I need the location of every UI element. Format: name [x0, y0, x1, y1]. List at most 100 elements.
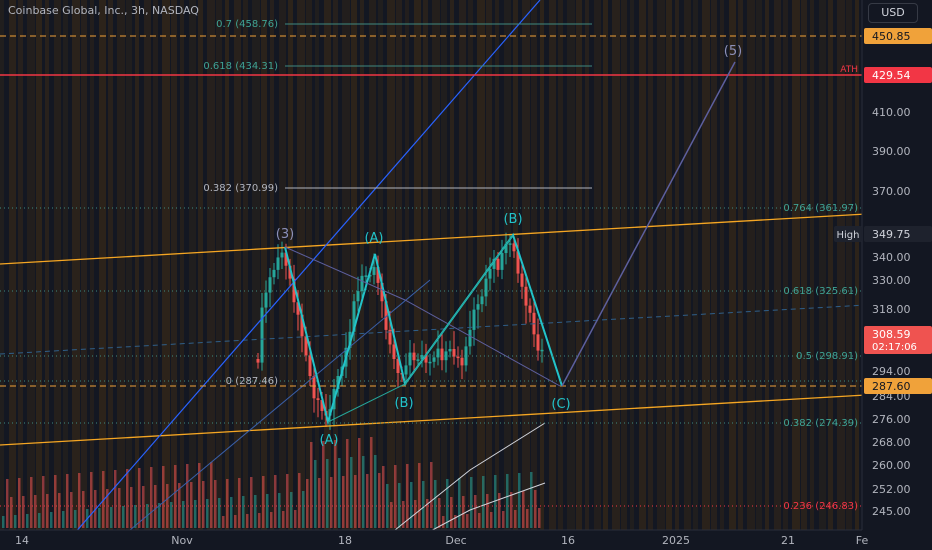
candle-body [300, 314, 304, 337]
candle-body [312, 376, 316, 399]
volume-bar [46, 494, 49, 528]
time-tick-label: 21 [781, 534, 795, 547]
time-band [171, 0, 177, 530]
candle-body [372, 267, 376, 275]
wave-label: (C) [551, 397, 570, 412]
time-band [441, 0, 447, 530]
candle-body [320, 400, 324, 411]
time-band [819, 0, 826, 530]
candle-body [420, 355, 424, 360]
price-tick-label: 370.00 [872, 185, 911, 198]
symbol-title[interactable]: Coinbase Global, Inc., 3h, NASDAQ [8, 4, 199, 17]
time-band [90, 0, 94, 530]
volume-bar [302, 491, 305, 528]
candle-body [272, 269, 276, 278]
candle-body [264, 292, 268, 308]
candle-body [444, 351, 448, 361]
abc-wave-path [284, 232, 563, 426]
volume-bar [398, 483, 401, 528]
time-band [162, 0, 170, 530]
volume-bar [478, 513, 481, 528]
candle-body [496, 258, 500, 270]
volume-bar [306, 479, 309, 528]
volume-bar [214, 480, 217, 528]
price-tick-label: 294.00 [872, 365, 911, 378]
candle-body [316, 398, 320, 401]
volume-bar [494, 475, 497, 528]
time-band [522, 0, 530, 530]
candle-body [476, 304, 480, 310]
candle-body [428, 361, 432, 364]
currency-button[interactable]: USD [868, 3, 918, 23]
volume-bar [38, 513, 41, 528]
price-badge [864, 67, 932, 83]
time-band [585, 0, 589, 530]
volume-bar [218, 498, 221, 528]
volume-bar [110, 507, 113, 528]
volume-bar [338, 458, 341, 528]
volume-bar [538, 508, 541, 528]
volume-bar [150, 467, 153, 528]
volume-bar [234, 515, 237, 528]
price-tick-label: 245.00 [872, 505, 911, 518]
volume-bar [178, 483, 181, 528]
candle-body [448, 349, 452, 352]
volume-bar [138, 468, 141, 528]
time-band [9, 0, 16, 530]
time-band [756, 0, 762, 530]
candle-body [508, 243, 512, 245]
time-band [414, 0, 421, 530]
volume-bar [182, 501, 185, 528]
time-band [198, 0, 203, 530]
price-badge [864, 28, 932, 44]
volume-bar [322, 441, 325, 528]
time-tick-label: Dec [445, 534, 466, 547]
time-band [387, 0, 395, 530]
time-band [126, 0, 132, 530]
time-band [612, 0, 620, 530]
volume-bar [298, 473, 301, 528]
volume-bar [390, 502, 393, 528]
volume-bar [262, 476, 265, 528]
candle-body [408, 352, 412, 366]
volume-bar [258, 513, 261, 528]
time-axis[interactable]: 14 Nov 18 Dec 16 2025 21 Fe [0, 529, 932, 550]
volume-bar [62, 511, 65, 528]
time-band [792, 0, 800, 530]
candle-body [404, 365, 408, 375]
candle-body [388, 329, 392, 345]
time-band [405, 0, 409, 530]
volume-bar [466, 514, 469, 528]
volume-bar [18, 478, 21, 528]
trend-line-low [129, 279, 431, 531]
time-band [855, 0, 859, 530]
fib-label: 0.5 (298.91) [796, 351, 858, 362]
ma-line-upper [394, 422, 546, 531]
wave-label: (5) [724, 44, 742, 59]
time-band [99, 0, 106, 530]
time-band [72, 0, 80, 530]
volume-bar [350, 457, 353, 528]
volume-bar [442, 516, 445, 528]
price-badge-tag-bg [834, 226, 862, 242]
time-band [81, 0, 87, 530]
volume-bar [330, 477, 333, 528]
time-band [234, 0, 241, 530]
volume-bar [254, 495, 257, 528]
time-band [333, 0, 338, 530]
volume-bar [274, 475, 277, 528]
candle-body [440, 348, 444, 361]
fib-label: 0.236 (246.83) [783, 501, 858, 512]
volume-bar [354, 475, 357, 528]
volume-bar [530, 472, 533, 528]
volume-bar [282, 511, 285, 528]
volume-bar [114, 470, 117, 528]
fib-label: 0.7 (458.76) [216, 19, 278, 30]
volume-bar [194, 500, 197, 528]
price-badge-value: 308.59 [872, 328, 911, 341]
volume-bar [382, 466, 385, 528]
fib-label: 0.382 (274.39) [783, 418, 858, 429]
candle-body [280, 252, 284, 258]
time-band [252, 0, 260, 530]
